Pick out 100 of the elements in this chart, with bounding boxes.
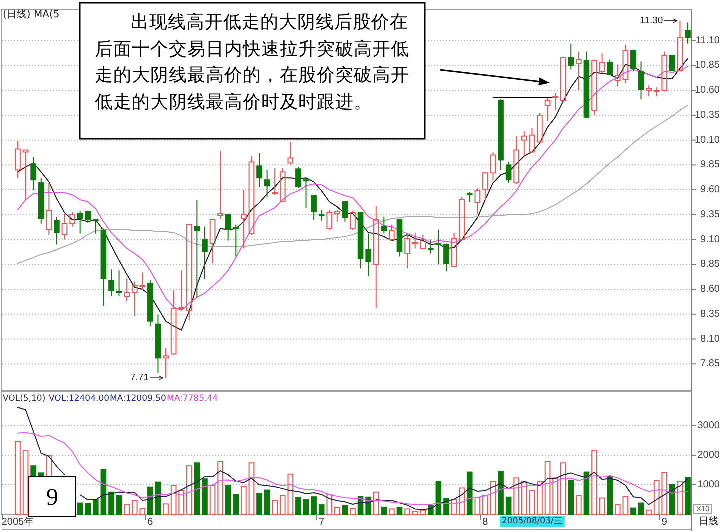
y-tick-label: 7.85 xyxy=(700,358,720,370)
bar xyxy=(342,505,348,515)
bar xyxy=(241,486,247,515)
candlestick xyxy=(85,210,92,224)
bar xyxy=(506,496,512,515)
candlestick xyxy=(77,210,84,234)
bar xyxy=(186,466,192,515)
candlestick xyxy=(15,140,21,179)
y-tick-label: 9.10 xyxy=(700,234,720,246)
candlestick xyxy=(194,200,200,299)
bar xyxy=(514,478,520,515)
y-tick-label: 8.10 xyxy=(700,334,720,345)
bar xyxy=(194,462,200,515)
candlestick xyxy=(599,53,606,74)
candlestick xyxy=(474,188,481,214)
candlestick xyxy=(256,152,262,188)
bar xyxy=(622,496,629,515)
candlestick xyxy=(614,64,621,88)
bar xyxy=(630,508,636,515)
bar xyxy=(163,504,169,515)
x-tick-label: 9 xyxy=(662,517,668,528)
candlestick xyxy=(116,270,122,297)
x-tick-label: 7 xyxy=(319,517,326,528)
candlestick xyxy=(124,278,130,302)
candlestick xyxy=(607,59,614,76)
candlestick xyxy=(311,194,317,220)
bar xyxy=(124,504,130,515)
x-tick-label: 2005年 xyxy=(2,516,34,528)
bar xyxy=(646,510,652,515)
annotation: 出现线高开低走的大阴线后股价在后面十个交易日内快速拉升突破高开低走的大阴线最高价的，在股价突破高开低走的大阴线最高价时及时跟进。 xyxy=(95,11,410,116)
candlestick xyxy=(412,232,418,250)
bar xyxy=(552,478,558,515)
bar xyxy=(529,490,536,515)
annotation: (日线) MA(5 xyxy=(3,8,60,20)
candlestick xyxy=(178,270,185,311)
y-tick-label: 1000 xyxy=(698,479,720,490)
candlestick xyxy=(506,162,512,184)
bar xyxy=(373,492,380,515)
candlestick xyxy=(241,190,247,250)
bar xyxy=(560,462,566,515)
y-tick-label: 9.35 xyxy=(700,209,720,220)
annotation: VOL:12404.00 xyxy=(49,394,110,404)
candlestick xyxy=(108,269,114,297)
bar xyxy=(318,504,325,515)
candlestick xyxy=(186,223,192,321)
candlestick xyxy=(342,201,348,222)
candlestick xyxy=(303,178,310,208)
candlestick xyxy=(170,290,177,356)
text: 2005/08/03/三 xyxy=(502,516,563,526)
bar xyxy=(537,481,543,515)
bar xyxy=(272,500,278,515)
bar xyxy=(296,497,302,515)
annotation: VOL(5,10) xyxy=(3,394,46,404)
bar xyxy=(303,500,310,515)
bar xyxy=(436,481,442,515)
candlestick xyxy=(46,182,52,236)
candlestick xyxy=(366,233,372,278)
candlestick xyxy=(218,150,224,220)
bar xyxy=(459,488,465,515)
x-tick-label: 8 xyxy=(482,517,489,528)
bar xyxy=(584,472,590,515)
bar xyxy=(607,476,614,515)
bar xyxy=(85,503,92,515)
candlestick xyxy=(296,166,302,189)
line-series xyxy=(18,432,688,506)
bar xyxy=(389,508,395,515)
y-tick-label: 8.35 xyxy=(700,308,720,320)
y-tick-label: 11.10 xyxy=(696,35,720,46)
annotation: 7.71 xyxy=(130,372,150,384)
bar xyxy=(92,500,99,515)
y-tick-label: 9.85 xyxy=(700,160,720,171)
bar xyxy=(22,450,29,515)
candlestick xyxy=(264,170,270,198)
y-tick-label: 8.60 xyxy=(700,284,720,296)
candlestick xyxy=(92,219,99,234)
candlestick xyxy=(630,49,636,72)
bar xyxy=(178,490,185,515)
bar xyxy=(202,478,208,515)
bar xyxy=(638,502,644,515)
bar xyxy=(412,511,418,515)
bar xyxy=(381,506,388,515)
bar xyxy=(148,486,154,515)
bar xyxy=(350,508,356,515)
candlestick xyxy=(514,136,520,185)
candlestick xyxy=(318,209,325,222)
y-tick-label: 10.85 xyxy=(694,60,720,72)
bar xyxy=(466,472,473,515)
bar xyxy=(256,493,262,515)
candlestick xyxy=(670,55,676,72)
bar xyxy=(77,502,84,515)
bar xyxy=(670,484,676,515)
candlestick xyxy=(373,205,380,309)
y-tick-label: 10.35 xyxy=(694,110,720,121)
bar xyxy=(544,461,551,515)
bar xyxy=(576,495,582,515)
y-tick-label: 8.85 xyxy=(700,259,720,270)
bar xyxy=(326,494,333,515)
bar xyxy=(280,495,286,515)
candlestick xyxy=(444,243,450,272)
y-tick-label: 10.10 xyxy=(694,134,720,146)
